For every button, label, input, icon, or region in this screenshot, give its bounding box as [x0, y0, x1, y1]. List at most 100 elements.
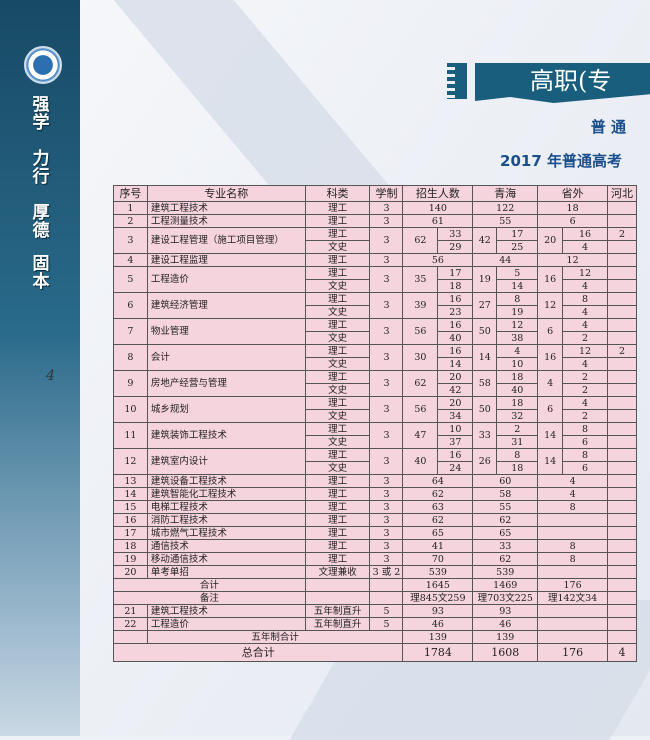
row-number: 4: [113, 253, 148, 267]
row-number: 15: [113, 500, 148, 514]
hebei-count: [606, 253, 638, 267]
other-provinces-liberal-arts: 2: [562, 331, 608, 345]
years: 3: [369, 292, 404, 319]
qinghai-count: 26: [472, 448, 498, 475]
other-provinces-science: 8: [562, 448, 608, 462]
enrollment-total: 47: [402, 422, 439, 449]
row-number: 21: [113, 604, 148, 618]
other-provinces-liberal-arts: 4: [562, 357, 608, 371]
enrollment-liberal-arts: 42: [437, 383, 474, 397]
qinghai-count: 14: [472, 344, 498, 371]
hebei-count: [606, 617, 638, 631]
major-name: 建筑工程技术: [146, 604, 306, 618]
major-name: 消防工程技术: [146, 513, 306, 527]
subject-type: 文史: [304, 461, 371, 475]
enrollment-total: 64: [402, 474, 474, 488]
motto-4: 固本: [32, 254, 50, 292]
subject-type: 理工: [304, 227, 371, 241]
years: 3: [369, 474, 404, 488]
other-provinces-count: 4: [537, 474, 608, 488]
qinghai-liberal-arts: 38: [496, 331, 539, 345]
other-provinces-science: 4: [562, 318, 608, 332]
major-name: 工程造价: [146, 617, 306, 631]
subject-type: 文史: [304, 383, 371, 397]
table-row: 7 物业管理 理工 3 56 16 50 12 6 4: [113, 318, 638, 345]
row-number: 10: [113, 396, 148, 423]
table-row: 15 电梯工程技术 理工 3 63 55 8: [113, 500, 638, 514]
enrollment-science: 16: [437, 318, 474, 332]
row-number: 17: [113, 526, 148, 540]
enrollment-liberal-arts: 34: [437, 409, 474, 423]
qinghai-count: 44: [472, 253, 539, 267]
major-name: 房地产经营与管理: [146, 370, 306, 397]
motto-3: 厚德: [32, 203, 50, 241]
other-provinces-count: [537, 513, 608, 527]
section-title: 2017 年普通高考: [500, 152, 622, 170]
other-provinces-count: 12: [537, 253, 608, 267]
banner-title: 高职(专: [475, 63, 650, 103]
summary-label: 五年制合计: [146, 630, 404, 644]
qinghai-count: 33: [472, 422, 498, 449]
major-name: 建筑工程技术: [146, 201, 306, 215]
other-provinces-liberal-arts: 4: [562, 279, 608, 293]
subject-type: 文史: [304, 279, 371, 293]
subject-type: 理工: [304, 448, 371, 462]
major-name: 建筑智能化工程技术: [146, 487, 306, 501]
row-number: 6: [113, 292, 148, 319]
header-total: 招生人数: [402, 185, 474, 202]
subject-type: 文史: [304, 357, 371, 371]
other-provinces-count: 4: [537, 370, 564, 397]
other-provinces-count: 6: [537, 396, 564, 423]
years: 3: [369, 396, 404, 423]
enrollment-total: 理845文259: [402, 591, 474, 605]
subject-type: 五年制直升: [304, 604, 371, 618]
enrollment-science: 16: [437, 292, 474, 306]
other-provinces-count: 18: [537, 201, 608, 215]
other-provinces-count: 8: [537, 500, 608, 514]
qinghai-count: 62: [472, 513, 539, 527]
subject-type: 理工: [304, 292, 371, 306]
other-provinces-liberal-arts: 6: [562, 461, 608, 475]
header-years: 学制: [369, 185, 404, 202]
qinghai-count: 27: [472, 292, 498, 319]
enrollment-liberal-arts: 23: [437, 305, 474, 319]
hebei-count: [606, 487, 638, 501]
summary-label: 备注: [113, 591, 306, 605]
enrollment-total: 56: [402, 253, 474, 267]
other-provinces-count: 6: [537, 318, 564, 345]
table-row: 文史 29 25 4: [114, 240, 638, 254]
qinghai-liberal-arts: 19: [496, 305, 539, 319]
other-provinces-count: 14: [537, 448, 564, 475]
subject-type: 理工: [304, 214, 371, 228]
major-name: 建筑室内设计: [146, 448, 306, 475]
enrollment-liberal-arts: 40: [437, 331, 474, 345]
hebei-empty: [606, 331, 638, 345]
enrollment-liberal-arts: 29: [437, 240, 474, 254]
other-provinces-science: 12: [562, 344, 608, 358]
hebei-count: [606, 214, 638, 228]
enrollment-total: 539: [402, 565, 474, 579]
hebei-count: [606, 292, 638, 306]
years: 3: [369, 201, 404, 215]
enrollment-total: 62: [402, 227, 439, 254]
hebei-count: [606, 513, 638, 527]
table-row: 6 建筑经济管理 理工 3 39 16 27 8 12 8: [113, 292, 638, 319]
sidebar: 强学 力行 厚德 固本: [0, 0, 80, 736]
years: 3: [369, 370, 404, 397]
qinghai-liberal-arts: 31: [496, 435, 539, 449]
qinghai-count: 55: [472, 214, 539, 228]
major-name: 电梯工程技术: [146, 500, 306, 514]
major-name: 物业管理: [146, 318, 306, 345]
hebei-empty: [606, 409, 638, 423]
other-provinces-count: [537, 604, 608, 618]
subject-type: 文史: [304, 409, 371, 423]
enrollment-total: 35: [402, 266, 439, 293]
qinghai-count: 58: [472, 370, 498, 397]
subject-type: 理工: [304, 344, 371, 358]
qinghai-count: 58: [472, 487, 539, 501]
other-provinces-liberal-arts: 2: [562, 409, 608, 423]
row-number: 11: [113, 422, 148, 449]
qinghai-count: 50: [472, 396, 498, 423]
years: 3: [369, 552, 404, 566]
table-row: 10 城乡规划 理工 3 56 20 50 18 6 4: [113, 396, 638, 423]
